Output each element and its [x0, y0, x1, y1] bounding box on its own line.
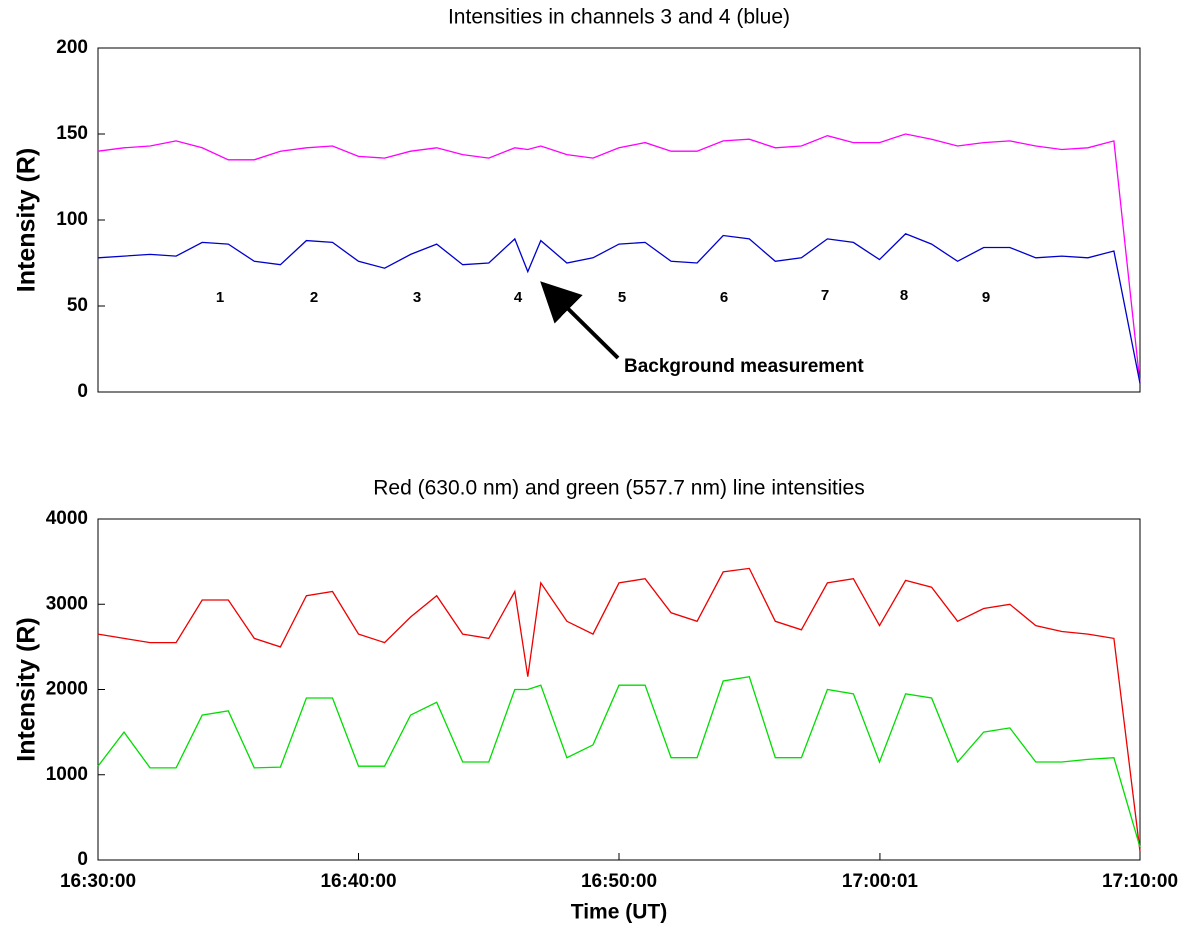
chart-title: Intensities in channels 3 and 4 (blue)	[448, 6, 790, 29]
chart-title: Red (630.0 nm) and green (557.7 nm) line…	[373, 477, 864, 500]
annotation: 9	[982, 289, 990, 306]
annotation: 4	[514, 289, 523, 306]
annotation: 1	[216, 289, 224, 306]
x-tick-label: 16:40:00	[320, 871, 396, 892]
y-axis-label: Intensity (R)	[13, 148, 41, 292]
data-line	[97, 233, 1141, 384]
annotation: 6	[720, 289, 728, 306]
y-tick-label: 1000	[46, 764, 88, 785]
y-tick-label: 3000	[46, 593, 88, 614]
data-line	[97, 133, 1141, 384]
annotation: 2	[310, 289, 318, 306]
data-line	[97, 567, 1141, 852]
y-tick-label: 200	[56, 37, 88, 58]
annotation: 8	[900, 287, 908, 304]
annotation: 7	[821, 287, 829, 304]
x-tick-label: 17:10:00	[1102, 871, 1178, 892]
y-tick-label: 150	[56, 123, 88, 144]
annotation: 5	[618, 289, 626, 306]
plot-frame	[97, 518, 1141, 861]
data-line	[97, 675, 1141, 848]
x-tick-label: 16:50:00	[581, 871, 657, 892]
plot-frame	[97, 47, 1141, 393]
y-tick-label: 2000	[46, 679, 88, 700]
y-tick-label: 4000	[46, 508, 88, 529]
annotation: Background measurement	[624, 356, 864, 377]
y-axis-label: Intensity (R)	[13, 617, 41, 761]
annotation-arrow	[540, 281, 620, 360]
x-tick-label: 17:00:01	[842, 871, 918, 892]
y-tick-label: 0	[77, 849, 88, 870]
annotation: 3	[413, 289, 421, 306]
x-tick-label: 16:30:00	[60, 871, 136, 892]
x-axis-label: Time (UT)	[571, 901, 667, 924]
y-tick-label: 50	[67, 295, 88, 316]
y-tick-label: 100	[56, 209, 88, 230]
y-tick-label: 0	[77, 381, 88, 402]
